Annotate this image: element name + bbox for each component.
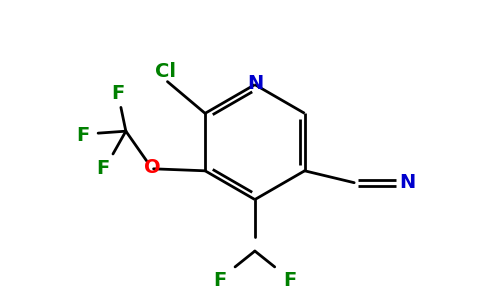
Text: F: F <box>76 126 90 145</box>
Text: O: O <box>144 158 161 177</box>
Text: F: F <box>96 159 110 178</box>
Text: F: F <box>111 84 124 103</box>
Text: N: N <box>400 173 416 192</box>
Text: Cl: Cl <box>155 62 176 81</box>
Text: F: F <box>213 271 227 290</box>
Text: N: N <box>247 74 263 93</box>
Text: F: F <box>283 271 296 290</box>
